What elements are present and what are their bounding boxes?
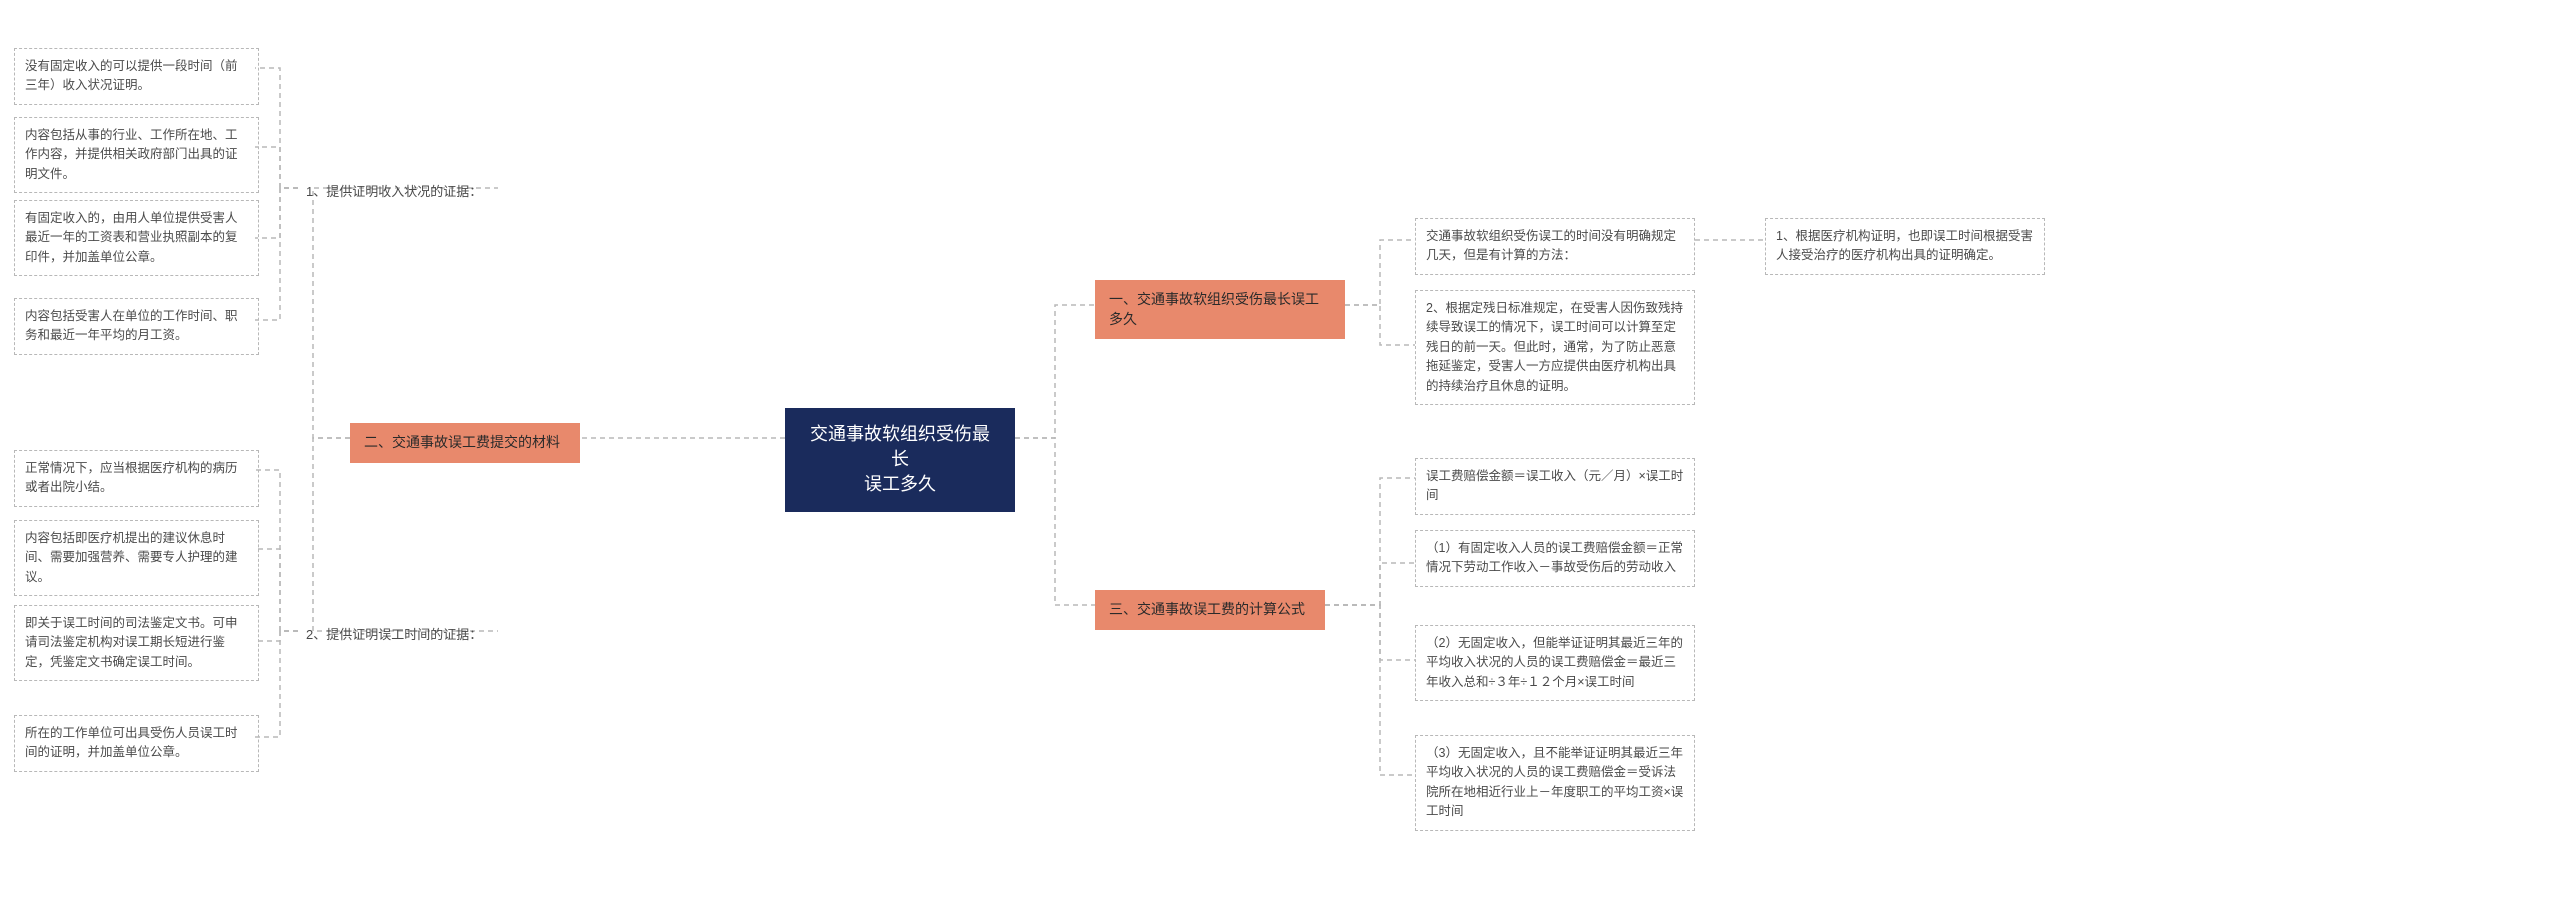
b2-s1-leaf-3: 有固定收入的，由用人单位提供受害人最近一年的工资表和营业执照副本的复印件，并加盖… [14,200,259,276]
b1-leaf-1: 交通事故软组织受伤误工的时间没有明确规定几天，但是有计算的方法： [1415,218,1695,275]
root-line2: 误工多久 [864,474,936,494]
b2-s2-leaf-4: 所在的工作单位可出具受伤人员误工时间的证明，并加盖单位公章。 [14,715,259,772]
b3-leaf-4: （3）无固定收入，且不能举证证明其最近三年平均收入状况的人员的误工费赔偿金＝受诉… [1415,735,1695,831]
b2-s1-leaf-4: 内容包括受害人在单位的工作时间、职务和最近一年平均的月工资。 [14,298,259,355]
b3-leaf-2: （1）有固定收入人员的误工费赔偿金额＝正常情况下劳动工作收入－事故受伤后的劳动收… [1415,530,1695,587]
branch-1: 一、交通事故软组织受伤最长误工 多久 [1095,280,1345,339]
b2-sub-2: 2、提供证明误工时间的证据： [298,619,498,651]
b2-s1-leaf-1: 没有固定收入的可以提供一段时间（前三年）收入状况证明。 [14,48,259,105]
b2-s2-leaf-3: 即关于误工时间的司法鉴定文书。可申请司法鉴定机构对误工期长短进行鉴定，凭鉴定文书… [14,605,259,681]
b1-leaf-2: 2、根据定残日标准规定，在受害人因伤致残持续导致误工的情况下，误工时间可以计算至… [1415,290,1695,405]
b2-s1-leaf-2: 内容包括从事的行业、工作所在地、工作内容，并提供相关政府部门出具的证明文件。 [14,117,259,193]
b1-leaf-1a: 1、根据医疗机构证明，也即误工时间根据受害人接受治疗的医疗机构出具的证明确定。 [1765,218,2045,275]
root-line1: 交通事故软组织受伤最长 [810,424,990,469]
b3-leaf-1: 误工费赔偿金额＝误工收入（元／月）×误工时间 [1415,458,1695,515]
b2-s2-leaf-1: 正常情况下，应当根据医疗机构的病历或者出院小结。 [14,450,259,507]
branch-2: 二、交通事故误工费提交的材料 [350,423,580,463]
b2-sub-1: 1、提供证明收入状况的证据： [298,176,498,208]
b2-s2-leaf-2: 内容包括即医疗机提出的建议休息时间、需要加强营养、需要专人护理的建议。 [14,520,259,596]
branch-1-l2: 多久 [1109,311,1137,327]
b3-leaf-3: （2）无固定收入，但能举证证明其最近三年的平均收入状况的人员的误工费赔偿金＝最近… [1415,625,1695,701]
branch-3: 三、交通事故误工费的计算公式 [1095,590,1325,630]
root-node: 交通事故软组织受伤最长 误工多久 [785,408,1015,512]
branch-1-l1: 一、交通事故软组织受伤最长误工 [1109,291,1319,307]
